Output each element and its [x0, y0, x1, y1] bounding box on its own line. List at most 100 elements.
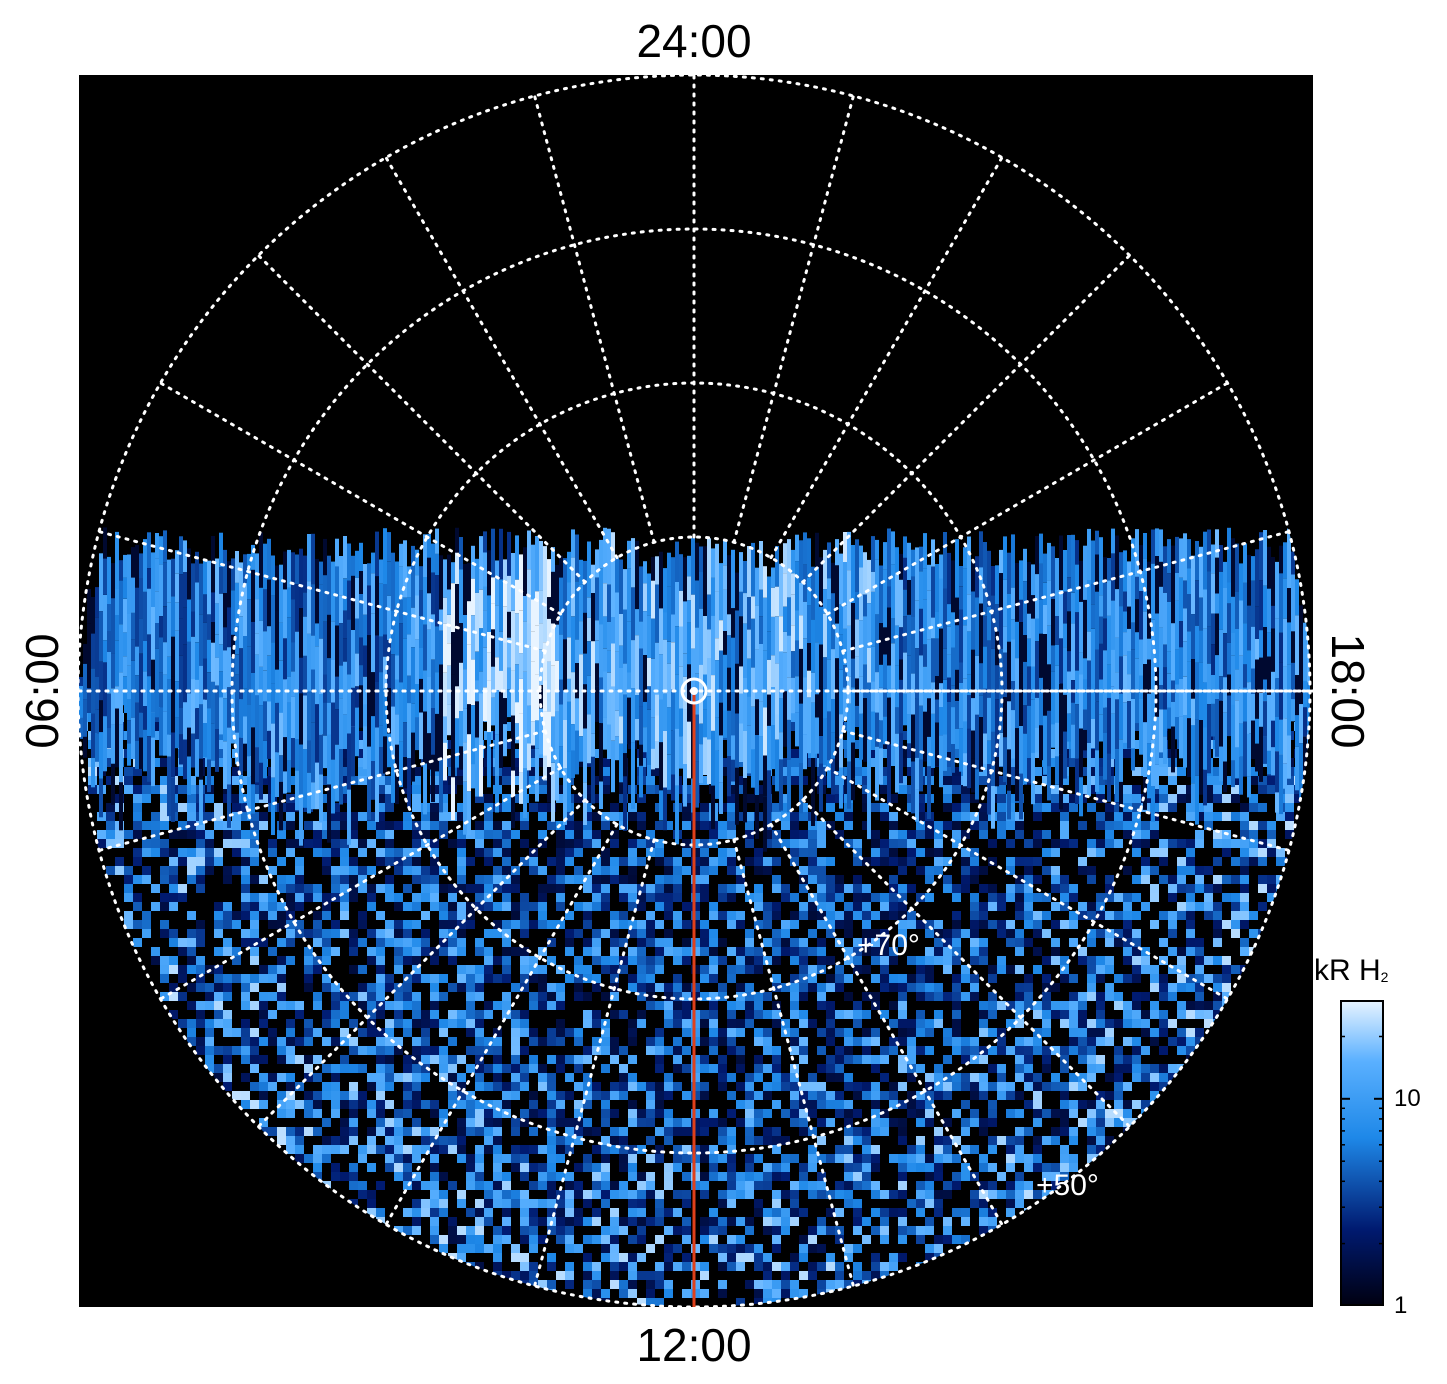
heatmap-cell — [349, 965, 358, 974]
heatmap-cell — [1015, 884, 1024, 893]
heatmap-cell — [1069, 1037, 1078, 1046]
heatmap-cell — [412, 1091, 421, 1100]
heatmap-cell — [412, 839, 421, 848]
heatmap-cell — [367, 1046, 376, 1055]
heatmap-cell — [898, 866, 907, 875]
heatmap-cell — [430, 1127, 439, 1136]
heatmap-cell — [637, 839, 646, 848]
heatmap-cell — [835, 1028, 844, 1037]
heatmap-cell — [376, 983, 385, 992]
heatmap-streak — [159, 564, 163, 617]
heatmap-cell — [304, 1109, 313, 1118]
heatmap-cell — [592, 1181, 601, 1190]
heatmap-cell — [673, 983, 682, 992]
heatmap-cell — [187, 857, 196, 866]
heatmap-cell — [367, 893, 376, 902]
heatmap-cell — [583, 1055, 592, 1064]
heatmap-streak — [95, 617, 99, 678]
heatmap-cell — [862, 1154, 871, 1163]
heatmap-cell — [403, 1028, 412, 1037]
heatmap-cell — [943, 1082, 952, 1091]
heatmap-cell — [403, 1127, 412, 1136]
heatmap-cell — [619, 1217, 628, 1226]
heatmap-cell — [898, 1118, 907, 1127]
heatmap-cell — [1096, 1109, 1105, 1118]
heatmap-cell — [511, 911, 520, 920]
heatmap-streak — [151, 690, 155, 713]
heatmap-cell — [619, 1073, 628, 1082]
heatmap-cell — [1168, 929, 1177, 938]
heatmap-cell — [943, 794, 952, 803]
heatmap-cell — [799, 947, 808, 956]
heatmap-cell — [421, 1073, 430, 1082]
heatmap-cell — [430, 1208, 439, 1217]
heatmap-streak — [291, 738, 295, 768]
heatmap-cell — [727, 1235, 736, 1244]
heatmap-streak — [239, 737, 243, 775]
heatmap-cell — [178, 1019, 187, 1028]
heatmap-cell — [979, 902, 988, 911]
heatmap-cell — [826, 1226, 835, 1235]
heatmap-cell — [844, 884, 853, 893]
heatmap-cell — [205, 1028, 214, 1037]
heatmap-cell — [448, 1181, 457, 1190]
heatmap-cell — [1060, 1127, 1069, 1136]
heatmap-cell — [331, 884, 340, 893]
polar-heatmap: +70° +50° — [79, 75, 1313, 1307]
heatmap-cell — [664, 1118, 673, 1127]
heatmap-cell — [907, 1199, 916, 1208]
heatmap-cell — [673, 1154, 682, 1163]
heatmap-cell — [934, 1010, 943, 1019]
heatmap-cell — [835, 893, 844, 902]
heatmap-cell — [790, 1280, 799, 1289]
heatmap-cell — [538, 803, 547, 812]
heatmap-cell — [1033, 929, 1042, 938]
heatmap-cell — [862, 1127, 871, 1136]
heatmap-cell — [1006, 893, 1015, 902]
heatmap-cell — [871, 1100, 880, 1109]
heatmap-cell — [1258, 902, 1267, 911]
heatmap-cell — [241, 1001, 250, 1010]
heatmap-cell — [520, 1145, 529, 1154]
heatmap-cell — [979, 911, 988, 920]
heatmap-cell — [412, 920, 421, 929]
heatmap-cell — [700, 965, 709, 974]
heatmap-cell — [916, 974, 925, 983]
heatmap-streak — [199, 614, 203, 666]
heatmap-cell — [826, 911, 835, 920]
heatmap-cell — [808, 965, 817, 974]
heatmap-cell — [484, 1010, 493, 1019]
heatmap-cell — [727, 920, 736, 929]
heatmap-cell — [988, 1100, 997, 1109]
heatmap-cell — [1042, 974, 1051, 983]
heatmap-cell — [1096, 1127, 1105, 1136]
heatmap-cell — [1006, 1091, 1015, 1100]
heatmap-cell — [394, 1073, 403, 1082]
heatmap-cell — [466, 1118, 475, 1127]
heatmap-cell — [772, 1082, 781, 1091]
heatmap-cell — [430, 1199, 439, 1208]
heatmap-cell — [412, 1217, 421, 1226]
heatmap-cell — [871, 1154, 880, 1163]
heatmap-streak — [215, 634, 219, 658]
heatmap-cell — [250, 1082, 259, 1091]
heatmap-cell — [358, 1190, 367, 1199]
heatmap-cell — [1168, 920, 1177, 929]
heatmap-cell — [961, 1037, 970, 1046]
heatmap-cell — [1069, 1019, 1078, 1028]
heatmap-cell — [466, 1127, 475, 1136]
heatmap-streak — [163, 530, 167, 563]
heatmap-cell — [1186, 1028, 1195, 1037]
heatmap-cell — [511, 776, 520, 785]
heatmap-cell — [1042, 866, 1051, 875]
heatmap-cell — [664, 1244, 673, 1253]
heatmap-cell — [601, 1253, 610, 1262]
heatmap-cell — [484, 830, 493, 839]
heatmap-cell — [286, 1127, 295, 1136]
heatmap-cell — [574, 1082, 583, 1091]
heatmap-cell — [304, 1154, 313, 1163]
heatmap-cell — [628, 1280, 637, 1289]
heatmap-cell — [583, 1199, 592, 1208]
heatmap-cell — [1042, 956, 1051, 965]
heatmap-cell — [475, 1109, 484, 1118]
